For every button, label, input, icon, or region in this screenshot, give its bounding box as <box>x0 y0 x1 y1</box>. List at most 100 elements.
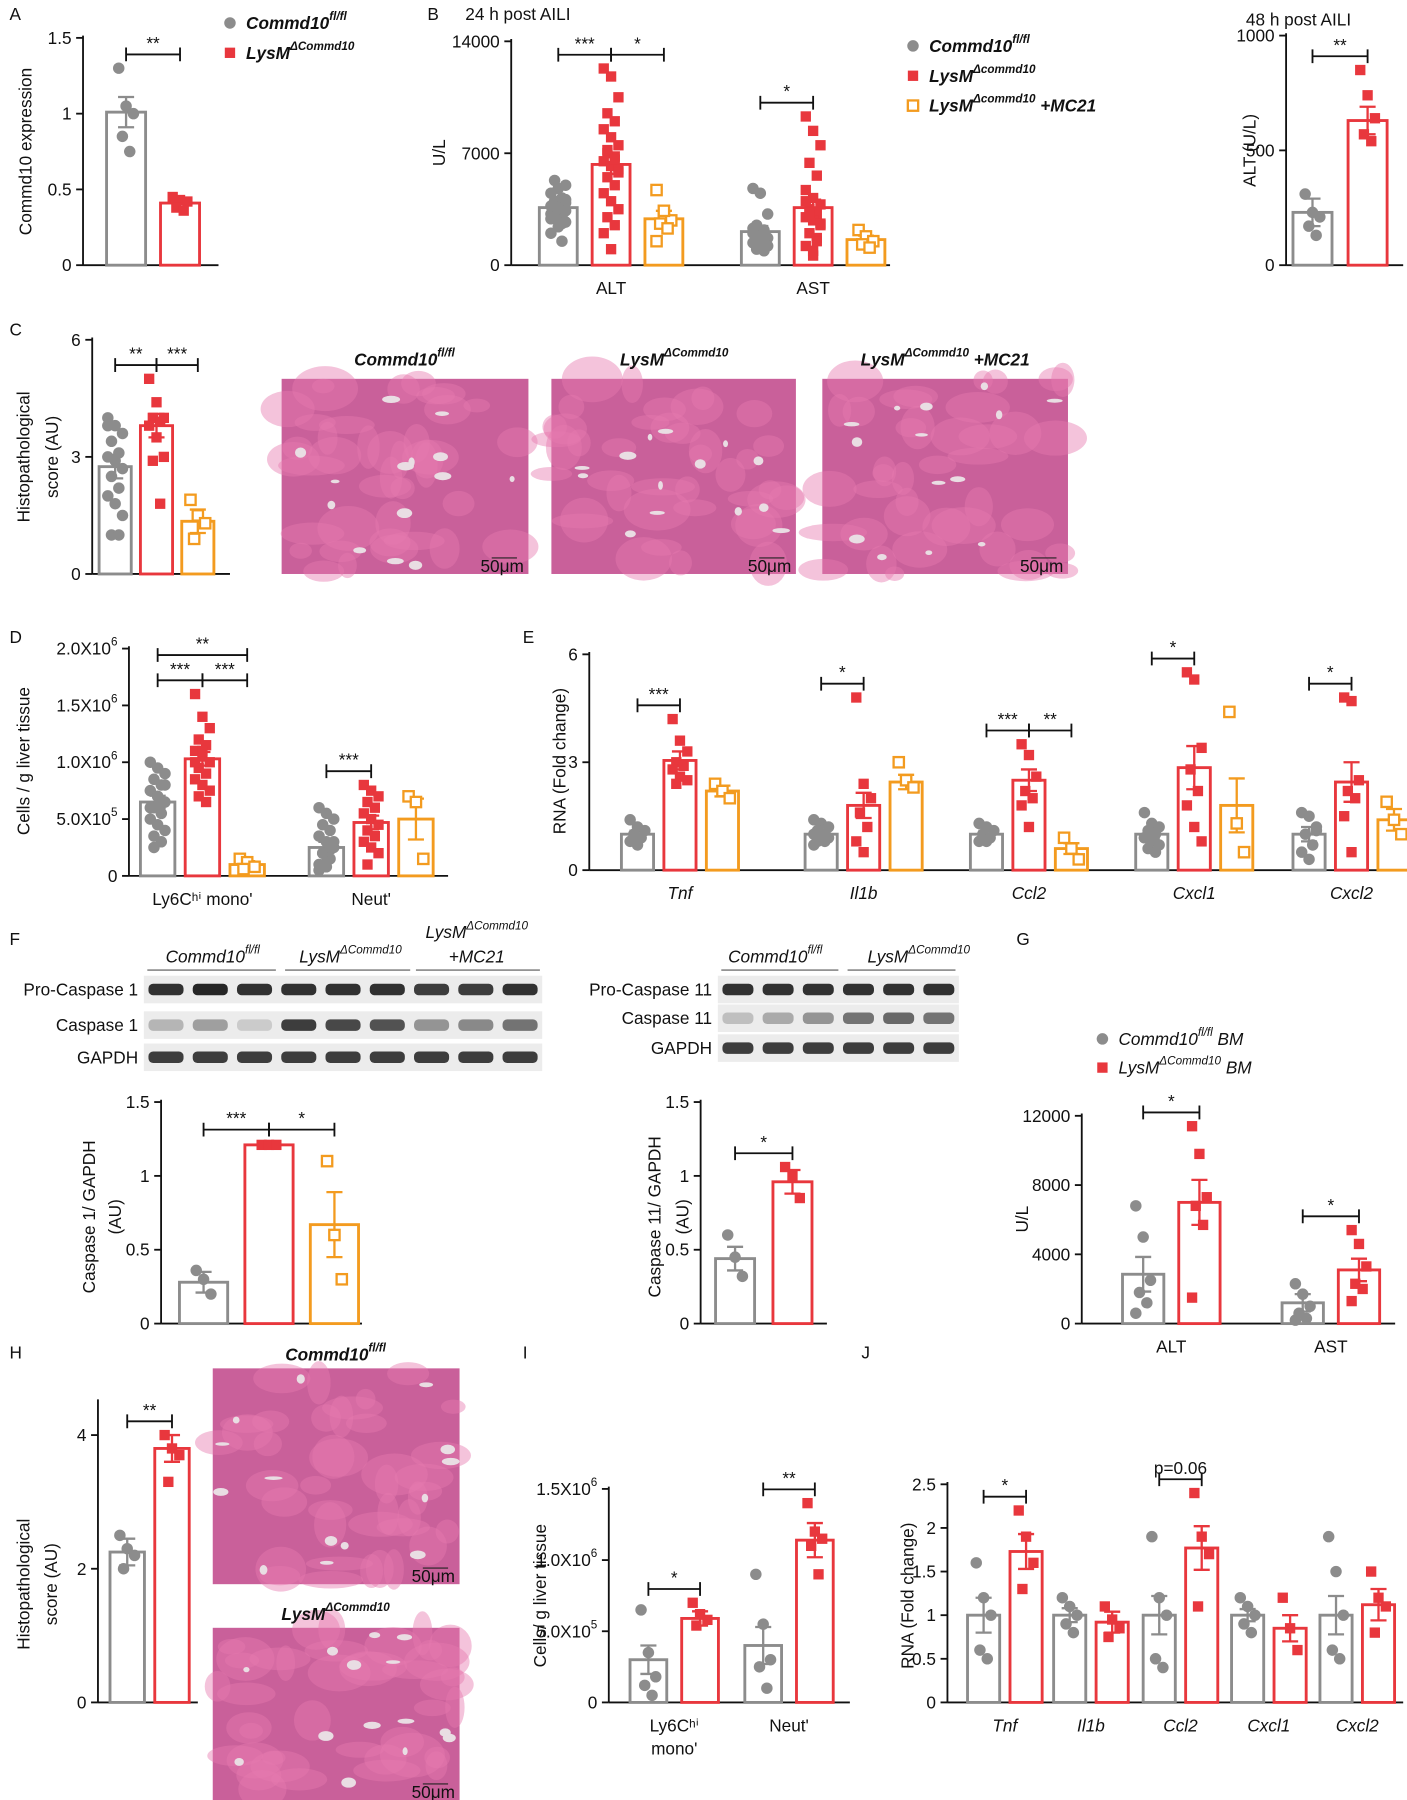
y-axis-label: (AU) <box>105 1199 125 1234</box>
data-point <box>116 509 129 522</box>
blot-band <box>148 1051 184 1064</box>
vessel <box>723 440 729 448</box>
y-tick-label: 2 <box>926 1518 936 1538</box>
y-axis-label: Caspase 1/ GAPDH <box>79 1140 99 1293</box>
data-point <box>109 455 121 467</box>
tissue-texture <box>318 1609 346 1650</box>
data-point <box>605 132 617 143</box>
vessel <box>657 428 674 434</box>
bar <box>1184 1546 1220 1704</box>
tissue-texture <box>311 1404 341 1432</box>
significance-label: p=0.06 <box>1154 1458 1207 1478</box>
data-point <box>807 215 819 226</box>
blot-row-label: GAPDH <box>651 1038 712 1058</box>
tissue-texture <box>207 1745 264 1767</box>
x-tick-label: Tnf <box>668 883 695 903</box>
x-tick-label: Tnf <box>992 1715 1019 1735</box>
tissue-texture <box>307 1361 331 1405</box>
data-point <box>671 757 682 768</box>
tissue-texture <box>482 529 539 564</box>
tissue-texture <box>440 1399 466 1414</box>
vessel <box>980 382 989 391</box>
tissue-texture <box>650 412 690 443</box>
blot-band <box>281 1051 317 1064</box>
data-point <box>702 1614 713 1626</box>
y-tick-label: 1.5 <box>48 28 72 48</box>
tissue-texture <box>267 441 320 477</box>
tissue-texture <box>353 1759 421 1782</box>
vessel <box>624 530 636 538</box>
y-tick-label-part: 1.5X10 <box>56 695 111 715</box>
data-point <box>602 108 613 119</box>
data-point <box>1072 853 1086 866</box>
data-point <box>1306 839 1319 851</box>
data-point <box>159 767 171 780</box>
data-point <box>678 760 689 772</box>
tissue-texture <box>964 487 993 527</box>
vessel <box>402 1747 408 1756</box>
blot-group-label-part: fl/fl <box>807 943 822 956</box>
legend-entry: Commd10fl/fl BM <box>1118 1026 1244 1049</box>
data-point <box>409 795 423 809</box>
blot-band <box>802 983 834 996</box>
data-point <box>373 819 384 830</box>
significance-bracket <box>762 1482 816 1497</box>
data-point <box>674 771 686 782</box>
tissue-texture <box>402 439 459 475</box>
tissue-texture <box>768 485 805 510</box>
tissue-texture <box>997 560 1055 582</box>
image-title: LysMΔCommd10 +MC21 <box>861 346 1030 369</box>
y-axis-label: (AU) <box>672 1199 692 1234</box>
blot-band <box>369 983 405 996</box>
data-point <box>1196 1531 1207 1542</box>
data-point <box>787 1170 798 1182</box>
data-point <box>556 235 568 247</box>
data-point <box>1346 1224 1357 1236</box>
tissue-texture <box>236 1760 282 1791</box>
significance-label: * <box>634 33 641 53</box>
x-tick-label: Neut' <box>351 889 391 909</box>
tissue-texture <box>305 1556 374 1571</box>
tissue <box>281 378 529 574</box>
bar <box>153 1447 191 1704</box>
significance-bracket <box>1301 1209 1360 1224</box>
data-point <box>974 1644 986 1656</box>
data-point <box>120 100 132 112</box>
data-point <box>1096 1033 1109 1045</box>
data-point <box>598 156 609 167</box>
y-tick-label: 0 <box>568 860 578 880</box>
bar <box>1336 1268 1382 1326</box>
data-point <box>598 124 609 135</box>
significance-label: ** <box>143 1400 157 1420</box>
tissue-texture <box>631 414 670 430</box>
data-point <box>1137 1231 1149 1243</box>
tissue-texture <box>615 537 672 581</box>
tissue-texture <box>730 508 776 540</box>
data-point <box>1031 771 1042 782</box>
data-point <box>862 821 873 833</box>
tissue-texture <box>397 1499 421 1537</box>
panel-letter: H <box>10 1342 22 1362</box>
data-point <box>204 757 215 768</box>
data-point <box>362 859 373 870</box>
tissue-texture <box>318 416 375 435</box>
tissue-texture <box>424 394 471 425</box>
significance-label: *** <box>575 33 595 53</box>
y-tick-label: 1 <box>140 1166 150 1186</box>
data-point <box>811 170 822 181</box>
data-point <box>320 856 333 868</box>
data-point <box>980 835 993 848</box>
blot-band <box>762 1042 794 1054</box>
error-bar <box>326 1190 343 1259</box>
vessel <box>259 1565 268 1575</box>
x-tick-label: AST <box>1314 1337 1348 1357</box>
data-point <box>1357 1283 1368 1295</box>
data-point <box>1342 785 1354 797</box>
data-point <box>248 860 261 874</box>
vessel <box>442 1733 456 1743</box>
blot-band <box>883 1012 915 1024</box>
tissue-texture <box>560 497 609 543</box>
image-title: Commd10fl/fl <box>285 1341 386 1364</box>
data-point <box>761 208 774 220</box>
blot-band <box>458 983 494 996</box>
